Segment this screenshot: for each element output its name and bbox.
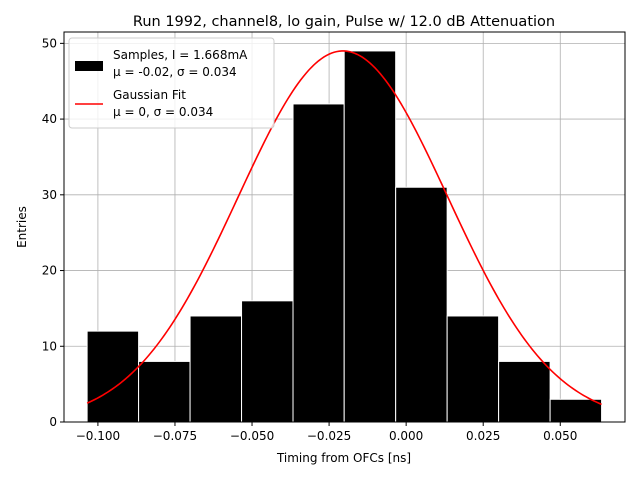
plot-frame bbox=[63, 31, 626, 423]
legend-samples-line1: Samples, I = 1.668mA bbox=[113, 48, 248, 62]
legend-samples-line2: μ = -0.02, σ = 0.034 bbox=[113, 65, 237, 79]
histogram-bar-4 bbox=[292, 103, 345, 423]
chart-title: Run 1992, channel8, lo gain, Pulse w/ 12… bbox=[133, 14, 555, 30]
histogram-bar-7 bbox=[446, 315, 500, 423]
histogram-bar-3 bbox=[241, 300, 294, 423]
histogram-bar-6 bbox=[395, 186, 448, 423]
histogram-bar-9 bbox=[549, 398, 603, 423]
histogram-bar-5 bbox=[343, 50, 397, 423]
gaussian-fit-curve bbox=[86, 50, 602, 406]
legend-fit-line1: Gaussian Fit bbox=[113, 88, 186, 102]
x-tick-label-2: −0.050 bbox=[230, 429, 274, 443]
y-tick-label-4: 40 bbox=[42, 112, 57, 126]
histogram-bars bbox=[86, 50, 603, 423]
legend-box bbox=[68, 37, 275, 129]
y-tick-label-3: 30 bbox=[42, 188, 57, 202]
x-tick-label-5: 0.025 bbox=[466, 429, 500, 443]
histogram-bar-8 bbox=[498, 360, 551, 423]
x-tick-label-0: −0.100 bbox=[76, 429, 120, 443]
histogram-bar-1 bbox=[138, 360, 191, 423]
legend-samples-swatch bbox=[75, 61, 103, 71]
y-tick-label-0: 0 bbox=[49, 415, 57, 429]
y-tick-label-5: 50 bbox=[42, 36, 57, 50]
y-axis-ticks: 0 10 20 30 40 50 bbox=[42, 36, 64, 429]
x-axis-label: Timing from OFCs [ns] bbox=[276, 451, 411, 465]
x-axis-ticks: −0.100 −0.075 −0.050 −0.025 0.000 0.025 0.050 bbox=[76, 422, 577, 443]
legend-fit-line2: μ = 0, σ = 0.034 bbox=[113, 105, 213, 119]
y-tick-label-2: 20 bbox=[42, 264, 57, 278]
histogram-bar-2 bbox=[189, 315, 243, 423]
x-tick-label-1: −0.075 bbox=[153, 429, 197, 443]
x-tick-label-4: 0.000 bbox=[389, 429, 423, 443]
x-tick-label-3: −0.025 bbox=[307, 429, 351, 443]
y-tick-label-1: 10 bbox=[42, 339, 57, 353]
y-axis-label: Entries bbox=[15, 206, 29, 248]
legend: Samples, I = 1.668mA μ = -0.02, σ = 0.03… bbox=[68, 37, 275, 129]
histogram-bar-0 bbox=[86, 330, 140, 423]
x-tick-label-6: 0.050 bbox=[543, 429, 577, 443]
